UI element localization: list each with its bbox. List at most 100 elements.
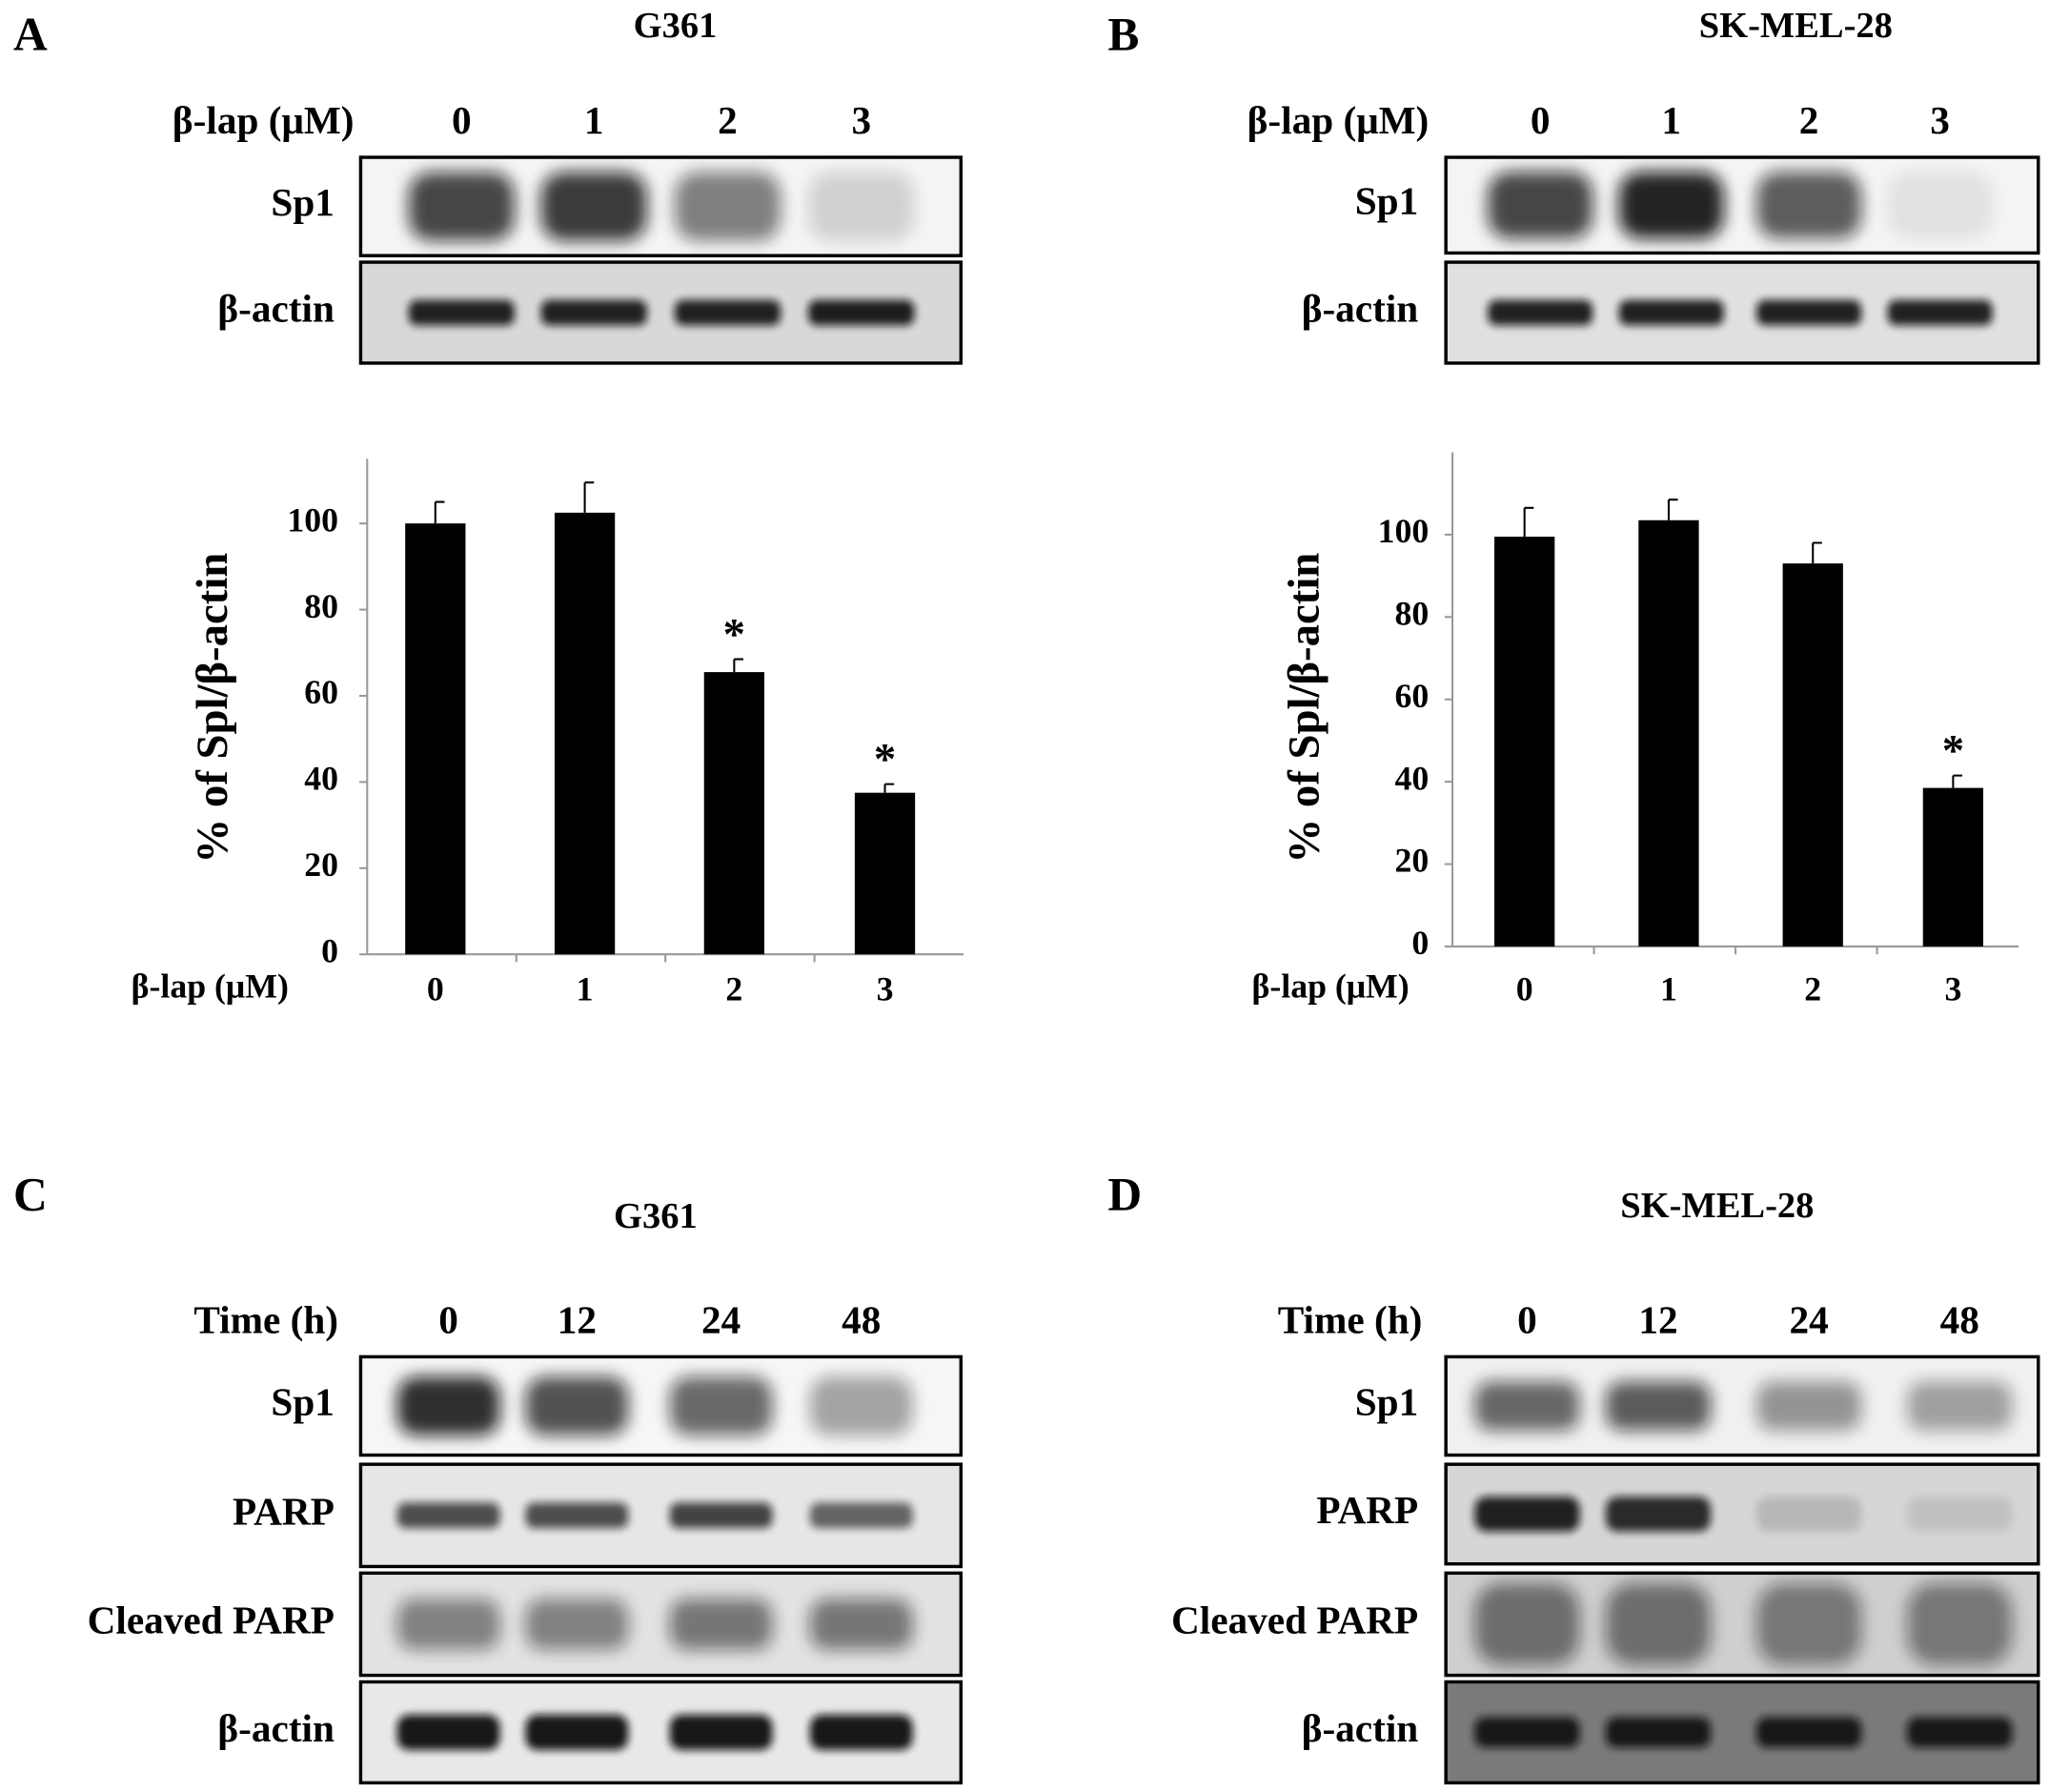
blot-strip <box>358 1354 964 1457</box>
blot-band <box>1756 1717 1862 1748</box>
row-label: β-actin <box>217 1706 335 1750</box>
x-tick-label: 2 <box>1804 969 1821 1008</box>
cell-line-title: G361 <box>634 6 718 46</box>
y-tick-label: 40 <box>1395 759 1430 797</box>
lane-label: 12 <box>558 1297 597 1341</box>
blot-band <box>540 299 647 326</box>
x-tick-label: 0 <box>1516 969 1533 1008</box>
y-tick-label: 100 <box>287 500 338 539</box>
blot-band <box>809 1599 913 1650</box>
panel-letter: B <box>1107 9 1139 61</box>
blot-band <box>1618 172 1724 239</box>
bar <box>703 672 765 955</box>
blot-band <box>525 1714 629 1750</box>
error-bar <box>1523 506 1534 538</box>
blot-band <box>525 1599 629 1650</box>
blot-band <box>1488 299 1593 326</box>
blot-band <box>809 1502 913 1529</box>
x-axis-label: β-lap (μM) <box>132 967 289 1006</box>
lane-label: 24 <box>1789 1297 1828 1341</box>
row-label: Cleaved PARP <box>1171 1598 1418 1641</box>
blot-band <box>1907 1717 2013 1748</box>
blot-band <box>1907 1381 2013 1431</box>
blot-frame <box>358 260 964 365</box>
y-tick-label: 60 <box>1395 677 1430 715</box>
lane-header: β-lap (μM) <box>1248 98 1430 143</box>
lane-label: 0 <box>438 1297 458 1341</box>
error-bar <box>583 481 595 513</box>
blot-band <box>809 1376 913 1436</box>
lane-label: 0 <box>1531 98 1551 142</box>
blot-band <box>1756 1583 1862 1665</box>
row-label: Sp1 <box>1355 179 1419 223</box>
bar <box>854 792 916 955</box>
y-tick-label: 80 <box>304 587 338 625</box>
blot-frame <box>1444 1354 2040 1457</box>
lane-label: 1 <box>1661 98 1681 142</box>
x-tick-label: 3 <box>1944 969 1961 1008</box>
blot-band <box>1605 1381 1711 1431</box>
blot-frame <box>358 1462 964 1569</box>
error-bar <box>1667 499 1678 520</box>
blot-band <box>396 1376 500 1436</box>
lane-header: β-lap (μM) <box>172 98 355 143</box>
blot-band <box>1474 1497 1580 1532</box>
blot-band <box>1605 1717 1711 1748</box>
error-bar <box>1812 541 1822 564</box>
lane-label: 2 <box>718 98 738 142</box>
blot-band <box>396 1599 500 1650</box>
blot-strip <box>1444 155 2040 255</box>
blot-band <box>1618 299 1724 326</box>
blot-band <box>525 1502 629 1529</box>
error-bar <box>883 783 895 793</box>
bar <box>405 523 466 955</box>
blot-band <box>1756 172 1862 239</box>
blot-strip <box>358 155 964 257</box>
row-label: β-actin <box>217 286 335 330</box>
error-bar <box>733 658 744 673</box>
lane-label: 2 <box>1799 98 1819 142</box>
bar <box>554 512 616 955</box>
blot-strip <box>358 1680 964 1785</box>
blot-strip <box>358 1571 964 1678</box>
lane-label: 3 <box>851 98 871 142</box>
y-tick-label: 0 <box>1411 924 1429 962</box>
row-label: Sp1 <box>271 1379 335 1423</box>
row-label: β-actin <box>1302 1706 1419 1750</box>
x-tick-label: 1 <box>1660 969 1677 1008</box>
cell-line-title: SK-MEL-28 <box>1620 1186 1814 1226</box>
significance-mark: * <box>1942 725 1964 775</box>
lane-label: 0 <box>1517 1297 1537 1341</box>
blot-band <box>1474 1717 1580 1748</box>
lane-label: 12 <box>1638 1297 1677 1341</box>
y-tick-label: 60 <box>304 673 338 711</box>
blot-band <box>1474 1381 1580 1431</box>
blot-band <box>669 1502 773 1529</box>
blot-band <box>669 1376 773 1436</box>
blot-strip <box>358 260 964 365</box>
y-tick-label: 100 <box>1378 512 1430 550</box>
blot-band <box>808 172 915 241</box>
cell-line-title: G361 <box>614 1196 698 1236</box>
blot-band <box>808 299 915 326</box>
blot-frame <box>1444 1680 2040 1785</box>
row-label: Cleaved PARP <box>88 1598 335 1641</box>
lane-label: 48 <box>842 1297 881 1341</box>
blot-band <box>1488 172 1593 239</box>
blot-strip <box>358 1462 964 1569</box>
blot-frame <box>1444 155 2040 255</box>
blot-band <box>1907 1497 2013 1532</box>
y-axis-label: % of Spl/β-actin <box>188 553 237 864</box>
x-tick-label: 0 <box>427 969 444 1008</box>
lane-label: 1 <box>584 98 604 142</box>
row-label: PARP <box>1316 1488 1418 1532</box>
blot-strip <box>1444 1571 2040 1678</box>
blot-frame <box>1444 260 2040 365</box>
row-label: β-actin <box>1302 286 1419 330</box>
blot-band <box>1605 1497 1711 1532</box>
blot-strip <box>1444 1680 2040 1785</box>
blot-strip <box>1444 260 2040 365</box>
x-tick-label: 2 <box>725 969 742 1008</box>
lane-header: Time (h) <box>1278 1297 1423 1342</box>
blot-band <box>669 1714 773 1750</box>
